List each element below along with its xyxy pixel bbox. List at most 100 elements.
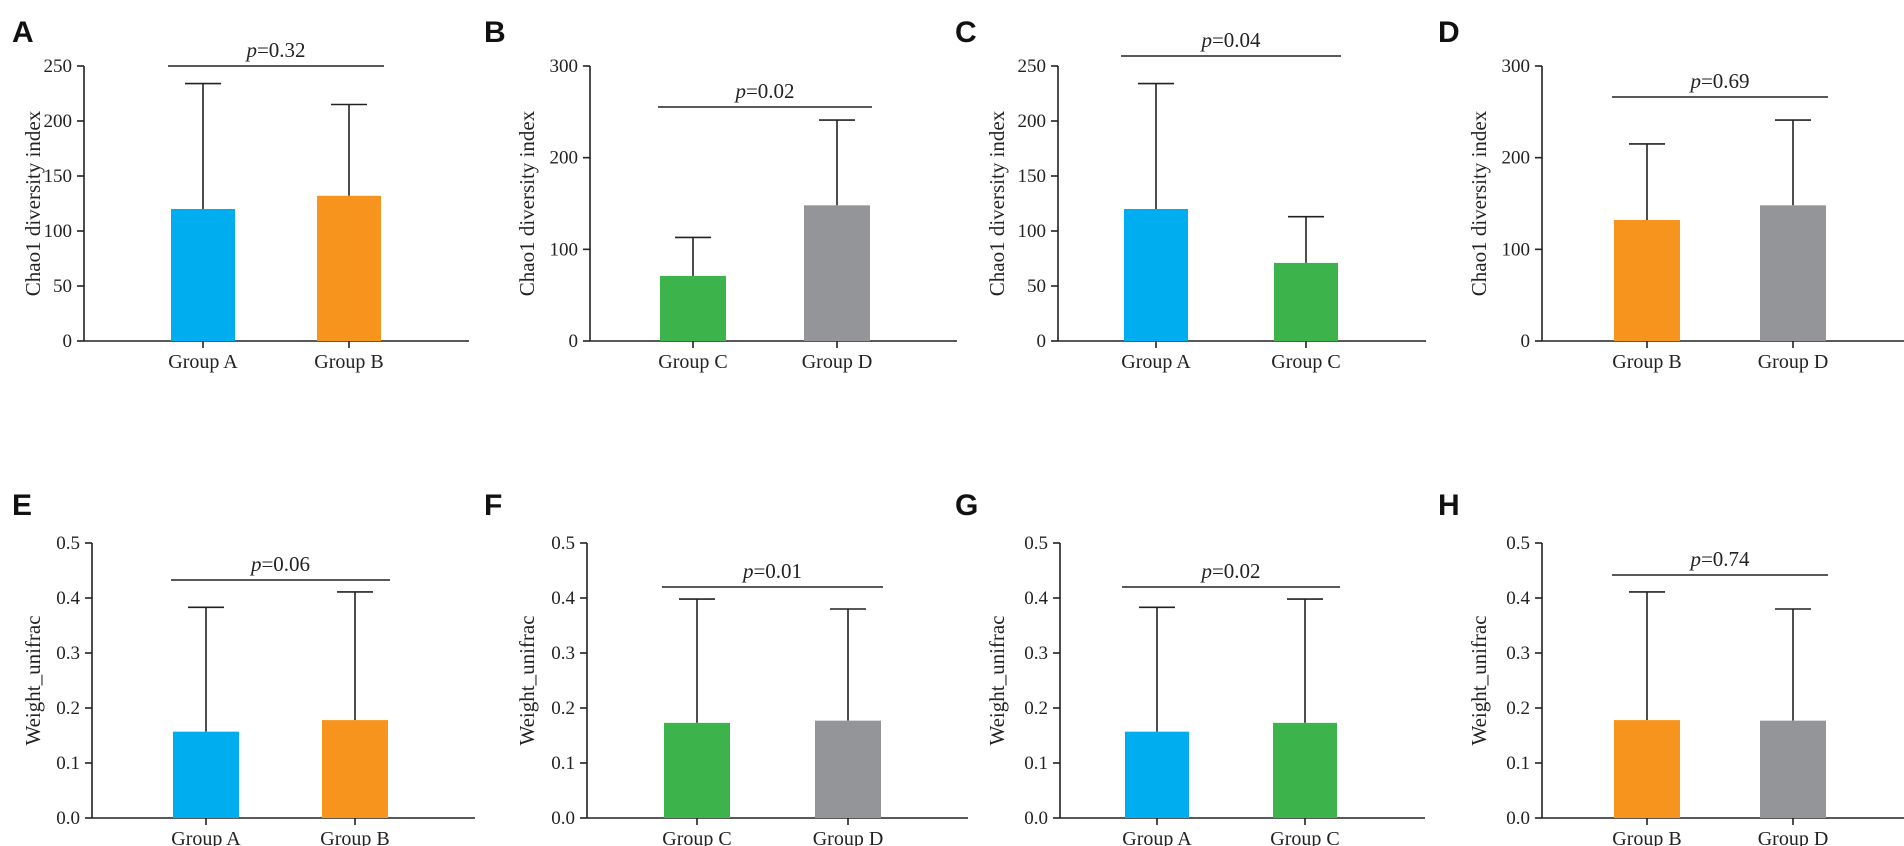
bar-a-1 bbox=[171, 209, 235, 341]
p-symbol-b: p bbox=[733, 79, 746, 103]
y-tick-label-g: 0.4 bbox=[1024, 588, 1048, 609]
bar-h-1 bbox=[1614, 720, 1680, 818]
category-label-b-1: Group C bbox=[658, 351, 727, 373]
p-value-e: p=0.06 bbox=[249, 552, 310, 576]
y-axis-title-f: Weight_unifrac bbox=[515, 615, 539, 745]
category-label-g-2: Group C bbox=[1270, 828, 1339, 846]
p-value-text-c: =0.04 bbox=[1212, 28, 1261, 52]
p-value-text-e: =0.06 bbox=[261, 552, 310, 576]
y-tick-label-h: 0.0 bbox=[1506, 808, 1530, 829]
panel-letter-a: A bbox=[12, 16, 34, 49]
y-tick-label-d: 0 bbox=[1521, 331, 1531, 352]
y-tick-label-a: 100 bbox=[44, 221, 73, 242]
y-tick-label-f: 0.5 bbox=[551, 533, 575, 554]
panel-letter-c: C bbox=[955, 16, 977, 49]
p-symbol-e: p bbox=[249, 552, 262, 576]
panel-letter-f: F bbox=[484, 489, 502, 522]
bar-b-2 bbox=[804, 205, 870, 341]
y-tick-label-h: 0.5 bbox=[1506, 533, 1530, 554]
y-tick-label-f: 0.2 bbox=[551, 698, 575, 719]
category-label-b-2: Group D bbox=[802, 351, 873, 373]
category-label-h-2: Group D bbox=[1758, 828, 1829, 846]
y-tick-label-c: 150 bbox=[1018, 166, 1047, 187]
category-label-e-2: Group B bbox=[320, 828, 389, 846]
y-tick-label-a: 0 bbox=[63, 331, 73, 352]
panel-letter-g: G bbox=[955, 489, 978, 522]
y-tick-label-e: 0.0 bbox=[56, 808, 80, 829]
bar-c-1 bbox=[1124, 209, 1188, 341]
y-tick-label-h: 0.3 bbox=[1506, 643, 1530, 664]
y-tick-label-b: 200 bbox=[550, 148, 579, 169]
y-tick-label-e: 0.5 bbox=[56, 533, 80, 554]
category-label-c-2: Group C bbox=[1271, 351, 1340, 373]
bar-c-2 bbox=[1274, 262, 1338, 341]
p-value-text-g: =0.02 bbox=[1212, 559, 1261, 583]
panel-letter-b: B bbox=[484, 16, 506, 49]
y-tick-label-c: 50 bbox=[1027, 276, 1046, 297]
p-value-c: p=0.04 bbox=[1199, 28, 1261, 52]
y-tick-label-e: 0.3 bbox=[56, 643, 80, 664]
y-tick-label-g: 0.3 bbox=[1024, 643, 1048, 664]
y-tick-label-e: 0.2 bbox=[56, 698, 80, 719]
y-tick-label-d: 200 bbox=[1502, 148, 1531, 169]
category-label-h-1: Group B bbox=[1612, 828, 1681, 846]
y-tick-label-b: 0 bbox=[569, 331, 579, 352]
bar-d-1 bbox=[1614, 220, 1680, 341]
p-symbol-g: p bbox=[1199, 559, 1212, 583]
y-tick-label-g: 0.1 bbox=[1024, 753, 1048, 774]
p-symbol-a: p bbox=[244, 38, 257, 62]
bar-b-1 bbox=[660, 275, 726, 341]
y-tick-label-e: 0.1 bbox=[56, 753, 80, 774]
y-tick-label-g: 0.0 bbox=[1024, 808, 1048, 829]
y-tick-label-b: 300 bbox=[550, 56, 579, 77]
y-tick-label-f: 0.4 bbox=[551, 588, 575, 609]
p-value-a: p=0.32 bbox=[244, 38, 305, 62]
bar-g-1 bbox=[1125, 731, 1189, 818]
p-value-text-d: =0.69 bbox=[1701, 69, 1750, 93]
y-tick-label-f: 0.3 bbox=[551, 643, 575, 664]
p-value-text-f: =0.01 bbox=[753, 559, 802, 583]
p-value-d: p=0.69 bbox=[1688, 69, 1749, 93]
y-tick-label-e: 0.4 bbox=[56, 588, 80, 609]
bar-a-2 bbox=[317, 195, 381, 341]
y-tick-label-a: 250 bbox=[44, 56, 73, 77]
category-label-f-1: Group C bbox=[662, 828, 731, 846]
y-tick-label-g: 0.2 bbox=[1024, 698, 1048, 719]
p-value-text-a: =0.32 bbox=[257, 38, 306, 62]
y-tick-label-f: 0.1 bbox=[551, 753, 575, 774]
category-label-c-1: Group A bbox=[1121, 351, 1191, 373]
bar-h-2 bbox=[1760, 720, 1826, 818]
category-label-d-1: Group B bbox=[1612, 351, 1681, 373]
y-tick-label-b: 100 bbox=[550, 239, 579, 260]
p-value-b: p=0.02 bbox=[733, 79, 794, 103]
p-symbol-c: p bbox=[1199, 28, 1212, 52]
bar-d-2 bbox=[1760, 205, 1826, 341]
y-tick-label-h: 0.4 bbox=[1506, 588, 1530, 609]
p-symbol-d: p bbox=[1688, 69, 1701, 93]
category-label-g-1: Group A bbox=[1122, 828, 1192, 846]
category-label-e-1: Group A bbox=[171, 828, 241, 846]
y-axis-title-g: Weight_unifrac bbox=[985, 615, 1009, 745]
y-tick-label-g: 0.5 bbox=[1024, 533, 1048, 554]
p-symbol-f: p bbox=[741, 559, 754, 583]
y-axis-title-a: Chao1 diversity index bbox=[21, 110, 45, 296]
y-tick-label-h: 0.2 bbox=[1506, 698, 1530, 719]
y-tick-label-f: 0.0 bbox=[551, 808, 575, 829]
y-tick-label-c: 0 bbox=[1037, 331, 1047, 352]
category-label-a-2: Group B bbox=[314, 351, 383, 373]
panel-letter-h: H bbox=[1438, 489, 1460, 522]
y-tick-label-a: 150 bbox=[44, 166, 73, 187]
category-label-a-1: Group A bbox=[168, 351, 238, 373]
p-value-h: p=0.74 bbox=[1688, 547, 1750, 571]
p-value-text-h: =0.74 bbox=[1701, 547, 1750, 571]
bar-e-1 bbox=[173, 731, 239, 818]
bar-f-2 bbox=[815, 720, 881, 818]
p-symbol-h: p bbox=[1688, 547, 1701, 571]
p-value-text-b: =0.02 bbox=[746, 79, 795, 103]
y-tick-label-a: 50 bbox=[53, 276, 72, 297]
category-label-f-2: Group D bbox=[813, 828, 884, 846]
y-tick-label-c: 200 bbox=[1018, 111, 1047, 132]
y-axis-title-b: Chao1 diversity index bbox=[515, 110, 539, 296]
panel-letter-d: D bbox=[1438, 16, 1460, 49]
